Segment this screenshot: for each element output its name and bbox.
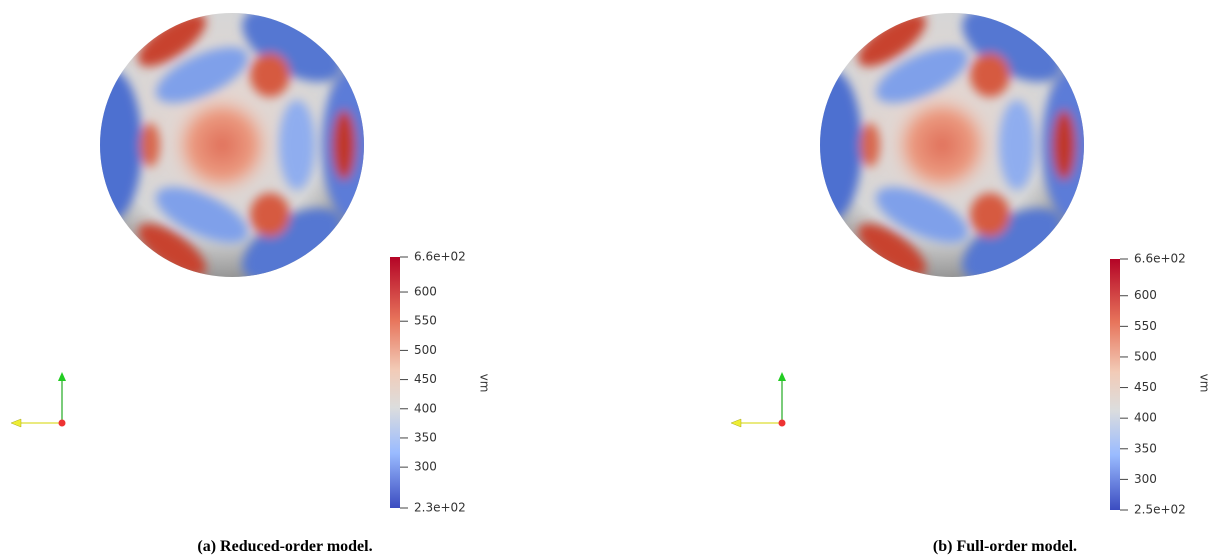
- sphere-render: [802, 0, 1102, 297]
- sphere-render: [82, 0, 382, 297]
- colorbar: [390, 257, 400, 508]
- colorbar-tick-label: 300: [1134, 472, 1157, 486]
- colorbar-tick-label: 400: [414, 401, 437, 415]
- colorbar-tick-label: 6.6e+02: [1134, 252, 1186, 266]
- colorbar-tick-label: 400: [1134, 411, 1157, 425]
- colorbar-title: vm: [478, 374, 492, 393]
- colorbar-tick-label: 6.6e+02: [414, 250, 466, 264]
- caption: (a) Reduced-order model.: [197, 538, 372, 555]
- colorbar-tick-label: 350: [1134, 441, 1157, 455]
- axis-x-head: [730, 418, 742, 428]
- colorbar-tick-label: 450: [1134, 380, 1157, 394]
- colorbar-tick-label: 2.5e+02: [1134, 503, 1186, 517]
- colorbar-title: vm: [1198, 374, 1212, 393]
- colorbar-tick-label: 600: [1134, 288, 1157, 302]
- colorbar-tick-label: 350: [414, 430, 437, 444]
- colorbar-tick-label: 2.3e+02: [414, 501, 466, 515]
- colorbar-tick-label: 300: [414, 460, 437, 474]
- colorbar-tick-label: 550: [414, 314, 437, 328]
- colorbar: [1110, 259, 1120, 510]
- colorbar-tick-label: 550: [1134, 319, 1157, 333]
- caption: (b) Full-order model.: [933, 538, 1077, 555]
- axis-x-head: [10, 418, 22, 428]
- axis-y-head: [778, 372, 786, 381]
- panel: 6.6e+02 600 550 500 450 400 350 300 2.5e+02 vm (b)…: [730, 0, 1212, 555]
- panel: 6.6e+02 600 550 500 450 400 350 300 2.3e+02 vm (a)…: [10, 0, 492, 555]
- axis-z: [58, 419, 66, 427]
- colorbar-tick-label: 600: [414, 285, 437, 299]
- axis-z: [778, 419, 786, 427]
- colorbar-tick-label: 500: [414, 343, 437, 357]
- axis-y-head: [58, 372, 66, 381]
- colorbar-tick-label: 450: [414, 372, 437, 386]
- colorbar-tick-label: 500: [1134, 349, 1157, 363]
